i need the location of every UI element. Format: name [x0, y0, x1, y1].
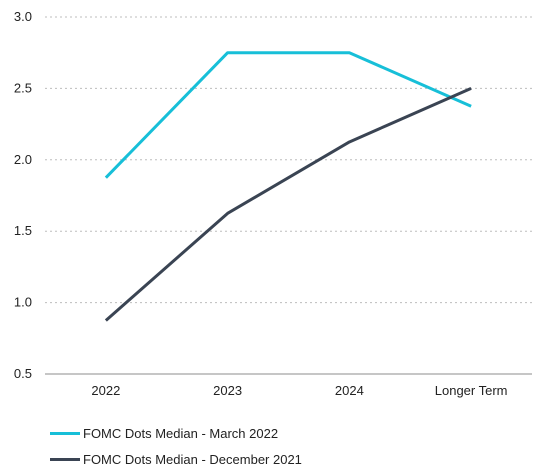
legend-label-march-2022: FOMC Dots Median - March 2022 [83, 425, 279, 441]
series-line-1 [104, 87, 472, 322]
x-tick-label: Longer Term [435, 383, 508, 398]
gridlines [45, 16, 532, 375]
series-lines [104, 51, 472, 322]
legend: FOMC Dots Median - March 2022 FOMC Dots … [50, 420, 302, 472]
legend-item-march-2022: FOMC Dots Median - March 2022 [50, 420, 302, 446]
y-tick-label: 1.5 [14, 223, 32, 238]
y-tick-label: 1.0 [14, 295, 32, 310]
x-tick-label: 2023 [213, 383, 242, 398]
y-tick-label: 2.5 [14, 80, 32, 95]
legend-item-december-2021: FOMC Dots Median - December 2021 [50, 446, 302, 472]
legend-swatch-december-2021 [50, 457, 80, 461]
y-tick-label: 0.5 [14, 366, 32, 381]
legend-label-december-2021: FOMC Dots Median - December 2021 [83, 451, 302, 467]
legend-swatch-march-2022 [50, 431, 80, 435]
y-axis-ticks: 3.0 2.5 2.0 1.5 1.0 0.5 [14, 9, 32, 381]
line-chart: 3.0 2.5 2.0 1.5 1.0 0.5 2022 2023 2024 Longer Te… [14, 9, 532, 398]
y-tick-label: 2.0 [14, 152, 32, 167]
x-axis-ticks: 2022 2023 2024 Longer Term [91, 383, 507, 398]
series-line-0 [104, 51, 472, 179]
y-tick-label: 3.0 [14, 9, 32, 24]
x-tick-label: 2024 [335, 383, 364, 398]
x-tick-label: 2022 [91, 383, 120, 398]
